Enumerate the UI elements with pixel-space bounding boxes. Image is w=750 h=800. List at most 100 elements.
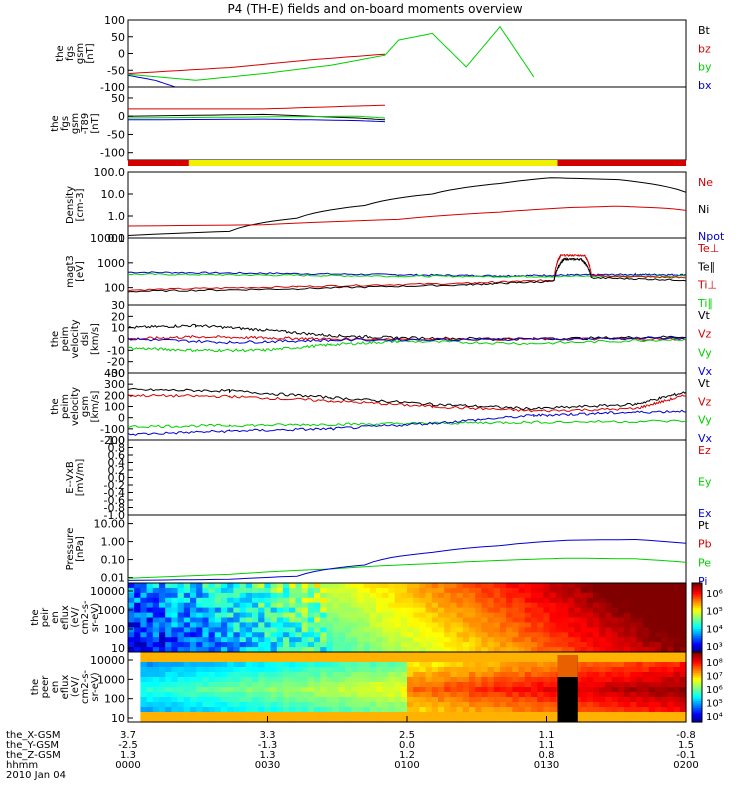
spectrogram-cell <box>574 583 582 589</box>
spectrogram-cell <box>512 672 520 678</box>
spectrogram-cell <box>283 682 290 688</box>
spectrogram-cell <box>369 657 377 663</box>
mode-bar-red-end <box>557 160 686 166</box>
spectrogram-cell <box>407 607 414 614</box>
spectrogram-cell <box>469 717 476 723</box>
spectrogram-cell <box>667 612 675 619</box>
spectrogram-cell <box>407 667 414 673</box>
spectrogram-cell <box>245 657 253 663</box>
spectrogram-cell <box>593 672 600 678</box>
spectrogram-cell <box>667 687 675 693</box>
spectrogram-cell <box>462 602 470 609</box>
spectrogram-cell <box>475 632 482 638</box>
spectrogram-cell <box>630 707 637 713</box>
spectrogram-cell <box>177 692 185 698</box>
spectrogram-cell <box>140 652 148 658</box>
spectrogram-cell <box>252 592 259 599</box>
spectrogram-cell <box>227 612 234 619</box>
x-row-value: -2.5 <box>118 740 138 751</box>
spectrogram-cell <box>630 642 637 648</box>
spectrogram-cell <box>667 672 675 678</box>
spectrogram-cell <box>270 712 278 718</box>
spectrogram-cell <box>159 712 166 718</box>
spectrogram-cell <box>388 632 396 638</box>
spectrogram-cell <box>667 707 675 713</box>
spectrogram-cell <box>314 712 321 718</box>
spectrogram-cell <box>642 602 650 609</box>
spectrogram-cell <box>146 597 154 604</box>
spectrogram-cell <box>289 583 296 589</box>
spectrogram-cell <box>679 707 687 713</box>
spectrogram-cell <box>400 682 408 688</box>
spectrogram-cell <box>159 657 166 663</box>
spectrogram-cell <box>332 682 340 688</box>
spectrogram-cell <box>140 672 148 678</box>
spectrogram-cell <box>419 652 427 658</box>
spectrogram-cell <box>177 697 185 703</box>
spectrogram-cell <box>444 677 451 683</box>
spectrogram-cell <box>159 642 166 648</box>
spectrogram-cell <box>152 607 160 614</box>
spectrogram-cell <box>351 607 358 614</box>
spectrogram-cell <box>431 602 439 609</box>
spectrogram-cell <box>624 617 631 623</box>
spectrogram-cell <box>159 707 166 713</box>
spectrogram-cell <box>233 627 241 633</box>
spectrogram-cell <box>400 662 408 668</box>
spectrogram-cell <box>283 583 290 589</box>
spectrogram-cell <box>518 642 526 648</box>
spectrogram-cell <box>363 622 371 628</box>
spectrogram-cell <box>636 712 644 718</box>
spectrogram-cell <box>462 642 470 648</box>
spectrogram-cell <box>394 583 402 589</box>
spectrogram-cell <box>462 702 470 708</box>
spectrogram-cell <box>376 687 383 693</box>
spectrogram-cell <box>549 712 557 718</box>
series-bz <box>128 104 385 110</box>
spectrogram-cell <box>586 622 594 628</box>
colorbar-segment <box>692 606 702 609</box>
spectrogram-cell <box>221 647 228 653</box>
spectrogram-cell <box>190 602 197 609</box>
x-row-value: 0.0 <box>399 740 415 751</box>
spectrogram-cell <box>469 617 476 623</box>
spectrogram-cell <box>431 632 439 638</box>
spectrogram-cell <box>183 637 191 643</box>
spectrogram-cell <box>543 677 551 683</box>
spectrogram-cell <box>531 583 538 589</box>
spectrogram-cell <box>642 607 650 614</box>
spectrogram-cell <box>655 662 662 668</box>
spectrogram-cell <box>611 717 619 723</box>
spectrogram-cell <box>462 712 470 718</box>
spectrogram-cell <box>307 657 315 663</box>
spectrogram-cell <box>258 632 265 638</box>
spectrogram-cell <box>345 642 352 648</box>
spectrogram-cell <box>202 607 210 614</box>
spectrogram-cell <box>611 682 619 688</box>
spectrogram-cell <box>264 712 272 718</box>
spectrogram-cell <box>152 687 160 693</box>
spectrogram-cell <box>524 682 532 688</box>
spectrogram-cell <box>252 622 259 628</box>
spectrogram-cell <box>537 702 544 708</box>
spectrogram-cell <box>481 657 489 663</box>
spectrogram-cell <box>648 607 656 614</box>
spectrogram-cell <box>177 707 185 713</box>
spectrogram-cell <box>289 687 296 693</box>
colorbar-label: 10⁶ <box>706 589 723 600</box>
spectrogram-cell <box>667 587 675 594</box>
spectrogram-cell <box>450 712 458 718</box>
spectrogram-cell <box>382 617 389 623</box>
spectrogram-cell <box>221 682 228 688</box>
spectrogram-cell <box>531 592 538 599</box>
spectrogram-cell <box>357 602 365 609</box>
spectrogram-cell <box>444 717 451 723</box>
spectrogram-cell <box>450 642 458 648</box>
spectrogram-cell <box>171 612 179 619</box>
spectrogram-cell <box>611 662 619 668</box>
spectrogram-cell <box>177 647 185 653</box>
spectrogram-cell <box>500 607 507 614</box>
spectrogram-cell <box>475 647 482 653</box>
y-tick-label: 0.2 <box>108 464 126 477</box>
spectrogram-cell <box>586 687 594 693</box>
